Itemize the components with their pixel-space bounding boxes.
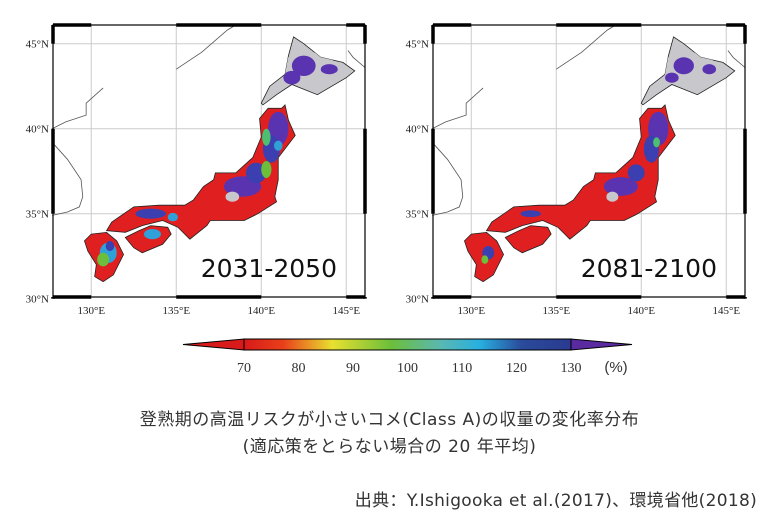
island-shikoku bbox=[504, 225, 552, 254]
frame-tick bbox=[53, 295, 92, 299]
frame-tick bbox=[51, 25, 55, 44]
yield-patch bbox=[673, 57, 694, 75]
frame-tick bbox=[743, 128, 747, 214]
lon-label: 145°E bbox=[712, 305, 740, 317]
frame-tick bbox=[176, 23, 262, 27]
colorbar-unit: (%) bbox=[604, 359, 627, 376]
caption-subtitle: (適応策をとらない場合の 20 年平均) bbox=[242, 437, 537, 457]
lat-label: 35°N bbox=[406, 209, 429, 221]
lon-label: 145°E bbox=[332, 305, 360, 317]
colorbar-tick-label: 90 bbox=[346, 361, 360, 376]
frame-tick bbox=[363, 128, 367, 214]
frame-tick bbox=[726, 23, 745, 27]
frame-tick bbox=[53, 23, 92, 27]
yield-patch bbox=[245, 162, 267, 184]
frame-tick bbox=[431, 25, 435, 44]
yield-patch bbox=[291, 55, 316, 76]
yield-patch bbox=[135, 208, 167, 219]
yield-patch bbox=[97, 252, 110, 267]
colorbar-tick-label: 110 bbox=[452, 361, 472, 376]
coastline bbox=[347, 50, 366, 68]
map-panel-2031-2050: 45°N 40°N 35°N 30°N 130°E 135°E 140°E 145°E 2031… bbox=[26, 23, 367, 317]
frame-tick bbox=[176, 295, 262, 299]
yield-patch bbox=[627, 164, 645, 182]
frame-tick bbox=[556, 295, 642, 299]
yield-patch bbox=[225, 191, 240, 202]
figure: 45°N 40°N 35°N 30°N 130°E 135°E 140°E 145°E 2031… bbox=[26, 23, 747, 376]
yield-patch bbox=[603, 177, 638, 196]
yield-patch bbox=[143, 229, 161, 240]
frame-tick bbox=[363, 25, 367, 44]
colorbar-tick-label: 70 bbox=[237, 361, 251, 376]
frame-tick bbox=[726, 295, 745, 299]
yield-patch bbox=[274, 140, 283, 151]
frame-tick bbox=[431, 128, 435, 214]
period-label: 2031-2050 bbox=[201, 254, 337, 283]
colorbar-low-extend bbox=[182, 338, 245, 351]
frame-tick bbox=[363, 297, 367, 299]
yield-patch bbox=[283, 70, 301, 85]
yield-patch bbox=[105, 240, 115, 252]
yield-patch bbox=[262, 128, 271, 146]
frame-tick bbox=[431, 297, 435, 299]
colorbar-tick-label: 80 bbox=[292, 361, 306, 376]
lon-label: 135°E bbox=[542, 305, 570, 317]
coastline bbox=[556, 24, 616, 70]
frame-tick bbox=[556, 23, 642, 27]
frame-tick bbox=[433, 295, 472, 299]
lat-label: 45°N bbox=[406, 39, 429, 51]
lat-label: 30°N bbox=[26, 294, 49, 306]
lon-label: 130°E bbox=[457, 305, 485, 317]
lat-label: 40°N bbox=[26, 124, 49, 136]
colorbar-tick-label: 130 bbox=[561, 361, 582, 376]
colorbar-high-extend bbox=[570, 338, 633, 351]
yield-change-patches bbox=[97, 52, 338, 267]
colorbar-tick-label: 120 bbox=[506, 361, 527, 376]
lat-label: 35°N bbox=[26, 209, 49, 221]
frame-tick bbox=[51, 128, 55, 214]
coastline bbox=[727, 50, 746, 68]
yield-patch bbox=[261, 161, 272, 178]
frame-tick bbox=[433, 23, 472, 27]
coastline bbox=[431, 87, 484, 130]
island-honshu bbox=[485, 104, 676, 240]
yield-patch bbox=[520, 210, 541, 218]
frame-tick bbox=[743, 297, 747, 299]
lat-label: 30°N bbox=[406, 294, 429, 306]
period-label: 2081-2100 bbox=[581, 254, 717, 283]
yield-patch bbox=[167, 212, 178, 222]
yield-patch bbox=[320, 64, 338, 75]
yield-patch bbox=[665, 72, 679, 83]
frame-tick bbox=[51, 297, 55, 299]
coastline bbox=[51, 87, 104, 130]
caption-title: 登熟期の高温リスクが小さいコメ(Class A)の収量の変化率分布 bbox=[139, 410, 640, 430]
yield-patch bbox=[481, 255, 489, 264]
lat-label: 45°N bbox=[26, 39, 49, 51]
yield-patch bbox=[702, 64, 717, 75]
lon-label: 140°E bbox=[247, 305, 275, 317]
lon-label: 130°E bbox=[77, 305, 105, 317]
map-panel-2081-2100: 45°N 40°N 35°N 30°N 130°E 135°E 140°E 145°E 2081… bbox=[406, 23, 747, 317]
colorbar: 70 80 90 100 110 120 130 (%) bbox=[182, 338, 633, 376]
lon-label: 135°E bbox=[162, 305, 190, 317]
frame-tick bbox=[743, 25, 747, 44]
source-citation: 出典：Y.Ishigooka et al.(2017)、環境省他(2018) bbox=[354, 491, 757, 511]
island-honshu bbox=[105, 104, 296, 240]
lon-label: 140°E bbox=[627, 305, 655, 317]
colorbar-tick-label: 100 bbox=[397, 361, 418, 376]
coastline bbox=[176, 24, 236, 70]
lat-label: 40°N bbox=[406, 124, 429, 136]
yield-patch bbox=[653, 137, 660, 148]
yield-change-patches bbox=[481, 52, 717, 264]
frame-tick bbox=[346, 23, 365, 27]
colorbar-gradient bbox=[243, 338, 572, 351]
yield-patch bbox=[606, 191, 619, 202]
frame-tick bbox=[346, 295, 365, 299]
